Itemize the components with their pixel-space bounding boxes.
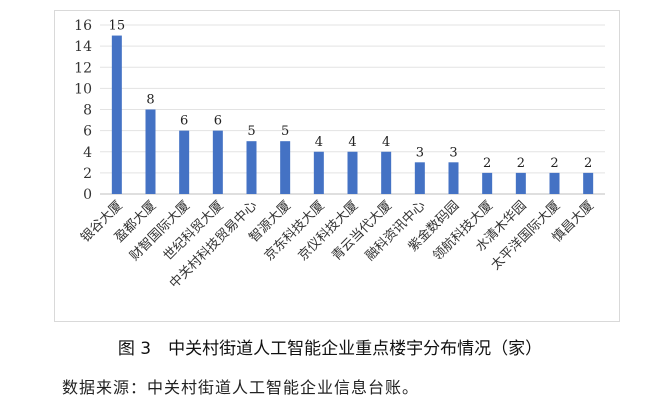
bar: [313, 151, 324, 194]
data-source: 数据来源：中关村街道人工智能企业信息台账。: [62, 378, 420, 397]
bar: [280, 141, 291, 194]
y-tick-label: 8: [83, 103, 92, 119]
y-tick-label: 0: [83, 187, 92, 203]
y-tick-label: 2: [83, 166, 92, 182]
data-label: 4: [348, 135, 356, 150]
data-label: 6: [214, 114, 222, 129]
bar: [145, 109, 156, 194]
data-label: 3: [449, 145, 457, 160]
y-tick-label: 12: [74, 60, 92, 76]
bar: [482, 172, 493, 194]
data-label: 8: [146, 93, 154, 108]
chart-frame: [54, 10, 620, 322]
bar: [583, 172, 594, 194]
data-label: 6: [180, 114, 188, 129]
y-tick-label: 10: [74, 81, 92, 97]
bar: [381, 151, 392, 194]
y-tick-label: 16: [74, 18, 92, 34]
bar: [549, 172, 560, 194]
bar: [414, 162, 425, 194]
data-label: 2: [584, 156, 592, 171]
y-tick-label: 6: [83, 124, 92, 140]
bar: [212, 130, 223, 194]
bar: [246, 141, 257, 194]
data-label: 3: [416, 145, 424, 160]
data-label: 2: [483, 156, 491, 171]
data-label: 15: [109, 19, 126, 34]
bar: [111, 35, 122, 194]
y-tick-label: 4: [83, 145, 92, 161]
y-tick-label: 14: [74, 39, 92, 55]
data-label: 5: [247, 124, 255, 139]
data-label: 2: [517, 156, 525, 171]
bar: [347, 151, 358, 194]
bar: [179, 130, 190, 194]
data-label: 2: [550, 156, 558, 171]
data-label: 4: [382, 135, 390, 150]
data-label: 5: [281, 124, 289, 139]
data-label: 4: [315, 135, 323, 150]
bar: [448, 162, 459, 194]
bar: [515, 172, 526, 194]
chart-title: 图 3 中关村街道人工智能企业重点楼宇分布情况（家）: [117, 339, 543, 359]
